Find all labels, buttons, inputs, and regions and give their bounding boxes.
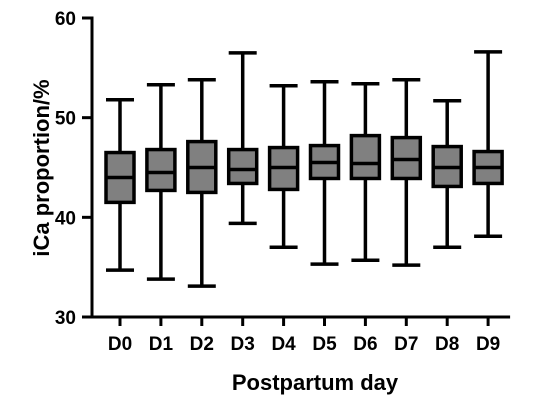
y-axis: 30 40 50 60 [55, 9, 94, 329]
y-tick-label: 30 [55, 308, 76, 329]
x-tick-label: D0 [108, 334, 132, 355]
iqr-box [349, 133, 382, 181]
box-d0 [104, 97, 136, 272]
box-d2 [186, 78, 218, 288]
x-axis: D0 D1 D2 D3 D4 D5 D6 D7 D8 D9 [90, 315, 511, 355]
x-tick-label: D4 [271, 334, 296, 355]
box-d6 [349, 82, 382, 262]
box-d9 [472, 50, 504, 239]
x-axis-title: Postpartum day [232, 370, 399, 395]
x-tick-label: D9 [476, 334, 500, 355]
x-tick-label: D5 [312, 334, 337, 355]
x-tick-label: D3 [231, 334, 255, 355]
y-tick-label: 60 [55, 9, 76, 30]
box-d5 [308, 80, 341, 266]
boxes-group [104, 50, 504, 288]
iqr-box [145, 147, 177, 193]
y-tick-label: 40 [55, 208, 76, 229]
y-axis-title: iCa proportion/% [29, 79, 54, 256]
box-d1 [145, 83, 177, 281]
y-tick-label: 50 [55, 109, 76, 130]
x-tick-label: D6 [353, 334, 377, 355]
x-tick-label: D7 [394, 334, 418, 355]
iqr-box [226, 147, 259, 186]
x-tick-label: D1 [149, 334, 174, 355]
box-d4 [267, 84, 300, 249]
box-d8 [431, 98, 463, 249]
box-d7 [390, 78, 423, 267]
box-d3 [226, 51, 259, 226]
x-tick-label: D8 [435, 334, 459, 355]
x-tick-label: D2 [190, 334, 214, 355]
